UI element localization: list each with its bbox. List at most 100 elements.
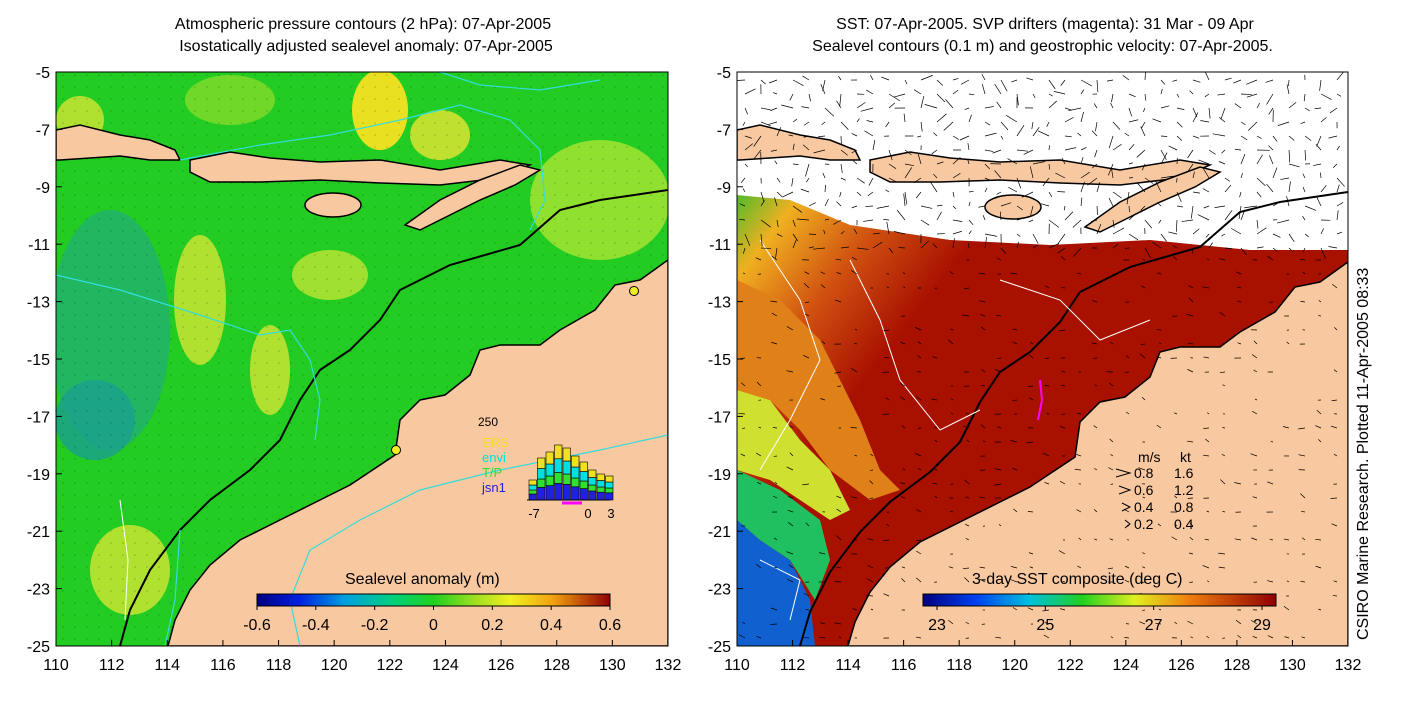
velocity-vector (961, 79, 970, 85)
velocity-vector (1268, 145, 1274, 151)
velocity-vector (997, 426, 1002, 429)
inset-bar-segment (588, 469, 597, 478)
velocity-vector (995, 369, 1002, 373)
velocity-vector (1077, 272, 1082, 275)
velocity-vector (1187, 440, 1194, 443)
velocity-vector (964, 577, 970, 583)
x-tick-label: 116 (891, 657, 917, 674)
velocity-vector (1267, 256, 1274, 261)
velocity-vector (792, 143, 795, 151)
velocity-vector (1136, 182, 1146, 193)
velocity-vector (1202, 565, 1210, 569)
velocity-vector (968, 114, 972, 123)
speed-kt-value: 1.6 (1174, 465, 1194, 481)
velocity-vector (1174, 523, 1178, 527)
velocity-vector (1265, 79, 1274, 83)
colorbar-tick-label: 0 (429, 617, 438, 634)
velocity-vector (914, 326, 922, 331)
tide-gauge-marker[interactable] (391, 445, 401, 455)
sla-colorbar-label: Sealevel anomaly (m) (345, 571, 500, 588)
velocity-vector (1298, 454, 1306, 457)
velocity-vector (1094, 384, 1098, 387)
velocity-vector (966, 439, 970, 443)
velocity-vector (1093, 509, 1098, 513)
velocity-vector (904, 149, 912, 156)
velocity-vector (1028, 552, 1034, 555)
velocity-vector (781, 104, 794, 109)
velocity-vector (836, 201, 842, 207)
velocity-vector (915, 396, 922, 401)
velocity-vector (774, 566, 778, 569)
velocity-vector (1157, 272, 1162, 275)
velocity-vector (789, 452, 794, 457)
velocity-vector (1092, 163, 1098, 169)
velocity-vector (1256, 135, 1262, 139)
velocity-vector (1139, 621, 1146, 625)
speed-ms-value: 0.4 (1134, 499, 1154, 515)
velocity-vector (1205, 438, 1210, 443)
velocity-vector (1128, 119, 1139, 123)
velocity-vector (984, 106, 994, 109)
velocity-vector (818, 135, 826, 138)
velocity-vector (1187, 369, 1194, 373)
velocity-vector (1060, 256, 1066, 261)
inset-bar-segment (588, 484, 597, 492)
velocity-vector (980, 326, 986, 331)
velocity-vector (1288, 233, 1295, 242)
velocity-vector (870, 453, 874, 457)
inset-bar-segment (605, 475, 614, 483)
velocity-vector (1060, 79, 1066, 86)
velocity-vector (1106, 79, 1114, 82)
velocity-vector (904, 191, 908, 205)
velocity-vector (1233, 79, 1242, 84)
x-tick-label: 132 (1335, 657, 1362, 674)
velocity-vector (1072, 219, 1082, 228)
velocity-vector (1144, 93, 1147, 101)
speed-ms-value: 0.2 (1134, 516, 1154, 532)
velocity-vector (1108, 197, 1114, 207)
velocity-vector (1128, 144, 1135, 151)
colorbar-tick-label: 27 (1145, 617, 1163, 634)
velocity-vector (1212, 133, 1226, 137)
speed-kt-value: 0.8 (1174, 499, 1194, 515)
velocity-vector (1091, 130, 1098, 137)
velocity-vector (1234, 538, 1242, 541)
sealevel-contour (759, 239, 821, 471)
velocity-vector (872, 241, 883, 249)
cloud-gap (737, 130, 1348, 250)
velocity-vector (888, 102, 896, 109)
velocity-vector (1302, 537, 1306, 541)
velocity-vector (1048, 93, 1053, 97)
tide-gauge-marker[interactable] (629, 286, 639, 296)
y-tick-label: -5 (36, 65, 50, 82)
velocity-vector (755, 257, 762, 261)
velocity-vector (933, 132, 938, 137)
velocity-vector (1240, 153, 1246, 165)
velocity-vector (786, 326, 794, 331)
velocity-vector (1189, 536, 1194, 541)
velocity-vector (760, 200, 765, 207)
velocity-vector (968, 230, 972, 235)
velocity-vector (885, 121, 890, 128)
velocity-vector (1158, 219, 1162, 224)
velocity-vector (1140, 205, 1146, 211)
velocity-vector (1094, 149, 1098, 158)
velocity-vector (1060, 608, 1066, 611)
velocity-vector (1048, 163, 1051, 170)
velocity-vector (792, 205, 803, 213)
velocity-vector (1256, 102, 1261, 109)
velocity-vector (808, 246, 814, 249)
inset-bar-segment (545, 451, 554, 465)
velocity-vector (756, 452, 762, 457)
velocity-vector (792, 219, 796, 227)
velocity-vector (854, 343, 858, 345)
velocity-vector (883, 539, 890, 541)
velocity-vector (1286, 84, 1290, 95)
y-tick-label: -9 (36, 180, 50, 197)
velocity-vector (1128, 107, 1133, 117)
velocity-vector (964, 523, 970, 527)
velocity-vector (1316, 196, 1322, 207)
velocity-vector (1234, 148, 1242, 151)
colorbar-tick-label: -0.6 (243, 617, 271, 634)
velocity-vector (1205, 233, 1210, 238)
